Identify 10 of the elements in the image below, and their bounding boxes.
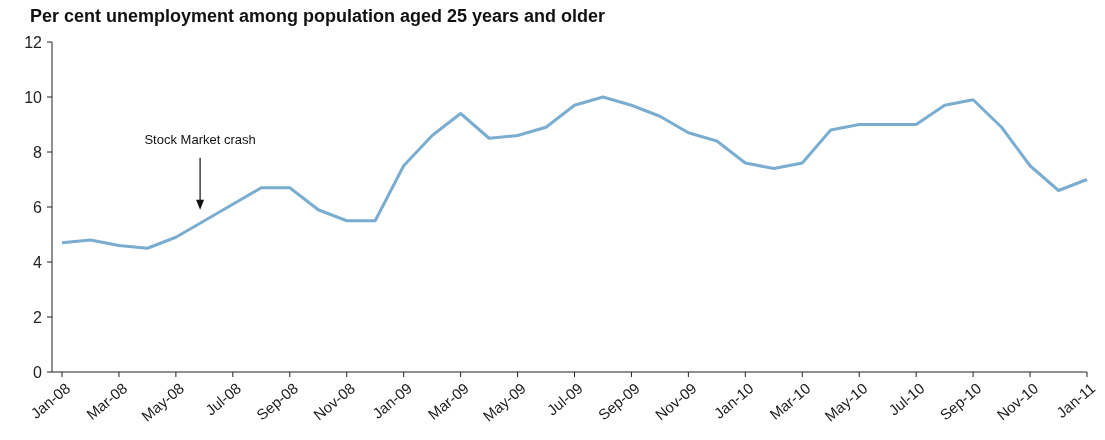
y-tick-label: 6: [33, 198, 43, 216]
chart-title: Per cent unemployment among population aged 25 years and older: [30, 6, 606, 26]
y-tick-label: 0: [33, 363, 43, 381]
line-series: [60, 95, 1089, 250]
y-tick-label: 12: [24, 33, 43, 51]
annotation: Stock Market crash: [144, 131, 256, 147]
y-tick-label: 4: [33, 253, 43, 271]
y-tick-label: 8: [33, 143, 43, 161]
y-tick-label: 2: [33, 308, 43, 326]
y-tick-label: 10: [24, 88, 43, 106]
